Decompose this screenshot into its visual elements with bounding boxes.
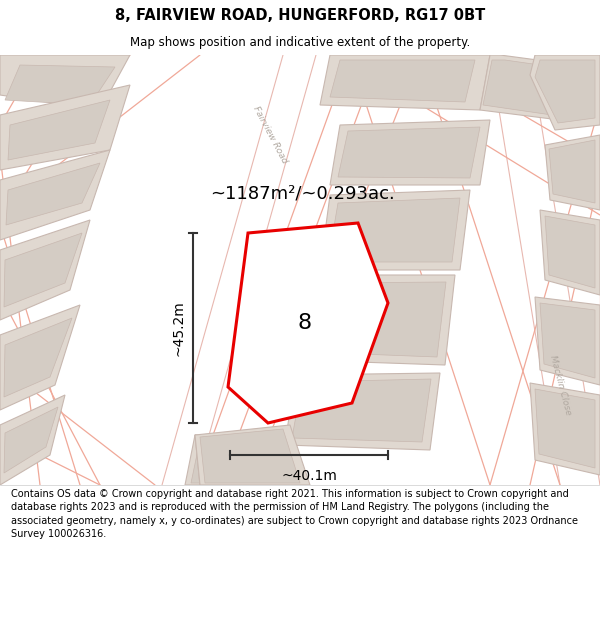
Polygon shape (0, 55, 130, 110)
Polygon shape (8, 100, 110, 160)
Polygon shape (0, 85, 130, 170)
Polygon shape (330, 120, 490, 185)
Text: ~40.1m: ~40.1m (281, 469, 337, 483)
Polygon shape (185, 435, 285, 485)
Polygon shape (328, 198, 460, 262)
Polygon shape (535, 297, 600, 385)
Polygon shape (320, 55, 490, 110)
Polygon shape (6, 163, 100, 225)
Polygon shape (0, 395, 65, 485)
Polygon shape (292, 379, 431, 442)
Polygon shape (0, 305, 80, 410)
Polygon shape (535, 60, 595, 123)
Polygon shape (545, 135, 600, 210)
Polygon shape (490, 55, 600, 485)
Text: Fairview Road: Fairview Road (251, 105, 289, 165)
Polygon shape (191, 440, 278, 483)
Polygon shape (316, 55, 600, 80)
Polygon shape (195, 435, 295, 485)
Polygon shape (480, 55, 575, 120)
Polygon shape (540, 210, 600, 295)
Polygon shape (338, 127, 480, 178)
Polygon shape (549, 140, 595, 203)
Polygon shape (4, 318, 72, 397)
Text: ~45.2m: ~45.2m (171, 300, 185, 356)
Polygon shape (4, 233, 82, 307)
Polygon shape (545, 216, 595, 288)
Polygon shape (540, 303, 595, 378)
Polygon shape (535, 389, 595, 468)
Text: Macklin Close: Macklin Close (548, 354, 572, 416)
Text: 8, FAIRVIEW ROAD, HUNGERFORD, RG17 0BT: 8, FAIRVIEW ROAD, HUNGERFORD, RG17 0BT (115, 8, 485, 23)
Polygon shape (308, 282, 446, 357)
Text: Map shows position and indicative extent of the property.: Map shows position and indicative extent… (130, 36, 470, 49)
Text: 8: 8 (298, 313, 312, 333)
Polygon shape (5, 65, 115, 105)
Polygon shape (162, 55, 316, 485)
Polygon shape (0, 220, 90, 320)
Polygon shape (195, 425, 310, 485)
Polygon shape (285, 373, 440, 450)
Polygon shape (483, 60, 568, 115)
Text: Fairview Road: Fairview Road (245, 275, 283, 335)
Polygon shape (330, 60, 475, 102)
Polygon shape (283, 55, 600, 73)
Text: ~1187m²/~0.293ac.: ~1187m²/~0.293ac. (210, 184, 395, 202)
Polygon shape (228, 223, 388, 423)
Polygon shape (200, 429, 300, 483)
Text: Contains OS data © Crown copyright and database right 2021. This information is : Contains OS data © Crown copyright and d… (11, 489, 578, 539)
Polygon shape (530, 383, 600, 475)
Polygon shape (300, 275, 455, 365)
Polygon shape (4, 407, 58, 473)
Polygon shape (530, 55, 600, 130)
Polygon shape (0, 150, 110, 240)
Polygon shape (320, 190, 470, 270)
